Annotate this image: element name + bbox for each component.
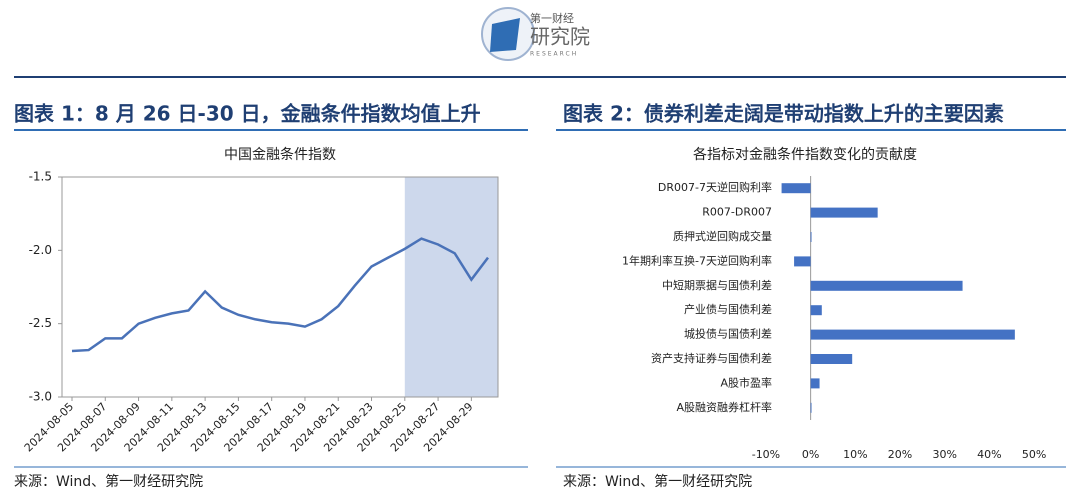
bar (810, 305, 822, 316)
bar (810, 329, 1015, 340)
bar (794, 256, 811, 267)
category-label: 城投债与国债利差 (684, 327, 772, 341)
chart-title: 中国金融条件指数 (224, 146, 336, 163)
category-label: R007-DR007 (702, 206, 772, 219)
bar (810, 280, 963, 291)
series-line (71, 237, 489, 353)
source: 来源：Wind、第一财经研究院 (563, 473, 752, 490)
plot-frame (61, 176, 499, 398)
bar (810, 378, 820, 389)
x-tick-label: 30% (932, 448, 956, 461)
x-tick-label: 0% (802, 448, 819, 461)
logo-english: RESEARCH (530, 51, 578, 58)
bar (810, 232, 812, 242)
y-tick-label: -2.0 (29, 243, 52, 257)
x-tick-label: 40% (977, 448, 1001, 461)
logo: 第一财经 研究院 RESEARCH (481, 7, 590, 61)
highlight-band (404, 177, 498, 397)
category-label: 中短期票据与国债利差 (662, 278, 772, 292)
category-label: 资产支持证券与国债利差 (651, 351, 772, 365)
x-tick-label: -10% (752, 448, 780, 461)
category-label: DR007-7天逆回购利率 (658, 180, 772, 194)
logo-icon (490, 18, 520, 52)
source: 来源：Wind、第一财经研究院 (14, 473, 203, 490)
category-label: 质押式逆回购成交量 (673, 229, 772, 243)
figure-heading: 图表 1：8 月 26 日-30 日，金融条件指数均值上升 (14, 102, 481, 126)
y-tick-label: -1.5 (29, 170, 52, 184)
bar (810, 354, 853, 364)
bar (781, 183, 811, 194)
chart-title: 各指标对金融条件指数变化的贡献度 (693, 146, 917, 163)
category-label: 产业债与国债利差 (684, 302, 772, 316)
bar (810, 402, 812, 413)
y-tick-label: -2.5 (29, 316, 52, 330)
logo-unit: 研究院 (530, 25, 590, 49)
x-tick-label: 10% (843, 448, 867, 461)
category-label: 1年期利率互换-7天逆回购利率 (622, 253, 772, 267)
x-tick-label: 20% (888, 448, 912, 461)
x-tick-label: 50% (1022, 448, 1046, 461)
bar (810, 207, 878, 218)
category-label: A股融资融券杠杆率 (676, 400, 772, 414)
logo-brand: 第一财经 (530, 11, 574, 25)
category-label: A股市盈率 (720, 375, 772, 389)
figure-heading: 图表 2：债券利差走阔是带动指数上升的主要因素 (563, 102, 1004, 126)
y-tick-label: -3.0 (29, 390, 52, 404)
